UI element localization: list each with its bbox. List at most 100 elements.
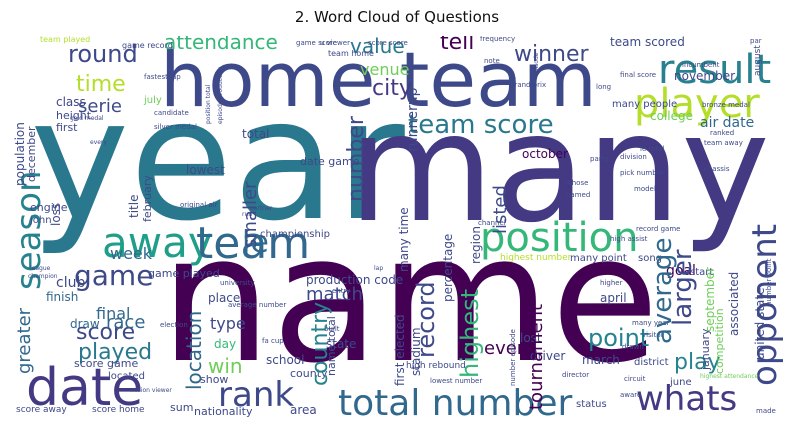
cloud-word: team scored: [610, 36, 685, 49]
cloud-word: goal: [666, 263, 696, 279]
cloud-word: pick number: [620, 169, 664, 177]
cloud-word: u viewer: [320, 39, 350, 47]
cloud-word: party: [590, 155, 609, 163]
cloud-word: drawn: [622, 343, 644, 351]
cloud-word: school: [266, 353, 305, 367]
cloud-word: played: [78, 340, 153, 365]
cloud-word: game score: [296, 39, 337, 47]
cloud-word: many time: [397, 207, 411, 272]
cloud-word: le: [242, 225, 269, 260]
cloud-word: every: [90, 139, 107, 146]
cloud-word: college: [650, 109, 693, 123]
cloud-word: rank: [218, 375, 295, 415]
cloud-word: october: [522, 147, 568, 161]
cloud-word: lost: [520, 331, 542, 345]
cloud-word: team score: [408, 110, 554, 140]
cloud-word: attendance: [164, 36, 278, 54]
cloud-word: june: [670, 377, 692, 388]
cloud-word: greater: [14, 307, 35, 374]
cloud-word: engine: [30, 201, 68, 214]
cloud-word: episode: [533, 52, 540, 76]
cloud-word: candidate: [154, 109, 189, 117]
cloud-word: frequency: [480, 36, 516, 43]
cloud-word: many point: [570, 253, 627, 264]
cloud-word: home team: [160, 36, 597, 124]
cloud-word: million viewer: [130, 387, 172, 394]
cloud-word: december: [25, 126, 38, 182]
cloud-word: higher: [600, 279, 623, 287]
cloud-word: highest number: [500, 253, 572, 263]
cloud-word: sum: [170, 401, 194, 414]
cloud-word: play: [674, 350, 721, 375]
cloud-word: title: [127, 194, 141, 218]
cloud-word: event: [484, 338, 536, 359]
cloud-word: song: [638, 253, 663, 264]
cloud-word: score score: [368, 39, 408, 47]
cloud-word: original air: [180, 201, 218, 209]
cloud-word: away: [102, 218, 213, 267]
cloud-word: march: [582, 353, 620, 367]
cloud-word: located: [108, 371, 145, 382]
cloud-word: point: [588, 324, 650, 352]
word-cloud: name year many home team date away team …: [10, 36, 785, 424]
cloud-word: high assist: [610, 235, 648, 243]
cloud-word: grand prix: [510, 81, 547, 89]
cloud-word: stadium: [409, 327, 423, 376]
cloud-word: fa cup: [262, 337, 284, 345]
cloud-word: game record: [122, 41, 173, 50]
cloud-word: match: [306, 284, 363, 305]
cloud-word: competition: [713, 308, 726, 374]
cloud-word: university: [220, 279, 255, 287]
cloud-word: many: [348, 82, 770, 256]
cloud-word: ranked: [710, 129, 735, 137]
cloud-word: result: [658, 47, 772, 93]
figure-title: 2. Word Cloud of Questions: [294, 8, 500, 26]
cloud-word: champion: [28, 273, 58, 280]
cloud-word: start: [690, 267, 714, 278]
cloud-word: tournament: [526, 303, 547, 410]
cloud-word: november: [674, 69, 736, 83]
cloud-word: area: [290, 403, 317, 417]
cloud-word: draw: [70, 317, 100, 331]
cloud-word: type: [210, 314, 246, 333]
cloud-word: chassis: [704, 165, 730, 173]
cloud-word: fastest lap: [144, 73, 181, 81]
cloud-word: height: [56, 109, 92, 122]
cloud-word: runnerup: [405, 87, 421, 152]
cloud-word: note: [484, 57, 500, 65]
cloud-word: air date: [700, 115, 755, 131]
cloud-word: lowest number: [430, 377, 483, 385]
cloud-word: july: [144, 95, 162, 106]
cloud-word: silver medal: [154, 123, 197, 131]
cloud-word: week: [110, 244, 153, 263]
cloud-word: award: [620, 391, 642, 399]
cloud-word: name total: [325, 316, 338, 376]
cloud-word: state: [326, 337, 357, 351]
cloud-word: team: [196, 218, 311, 269]
cloud-word: division: [620, 153, 647, 161]
cloud-word: score game: [74, 357, 139, 370]
cloud-word: status: [576, 399, 607, 410]
cloud-word: location: [182, 310, 206, 390]
cloud-word: race: [106, 312, 146, 333]
cloud-word: nationality: [194, 405, 253, 418]
cloud-word: number episode: [509, 329, 517, 386]
cloud-word: county: [290, 367, 328, 380]
cloud-word: run: [242, 211, 253, 218]
cloud-word: lowest: [186, 163, 225, 177]
cloud-word: incumbent: [682, 61, 720, 69]
cloud-word: region: [469, 226, 483, 264]
cloud-word: smaller: [240, 181, 261, 248]
cloud-word: round: [68, 40, 138, 68]
cloud-word: serie: [78, 96, 122, 117]
cloud-word: whose: [566, 179, 589, 187]
cloud-word: election: [160, 321, 188, 329]
cloud-word: whats: [636, 379, 738, 419]
cloud-word: many people: [612, 99, 678, 110]
cloud-word: many year: [632, 319, 670, 327]
cloud-word: highest attendance: [700, 373, 759, 380]
cloud-word: total number: [338, 383, 573, 424]
cloud-word: le total: [640, 145, 665, 153]
cloud-word: final score: [620, 71, 657, 79]
cloud-word: score home: [92, 405, 145, 415]
